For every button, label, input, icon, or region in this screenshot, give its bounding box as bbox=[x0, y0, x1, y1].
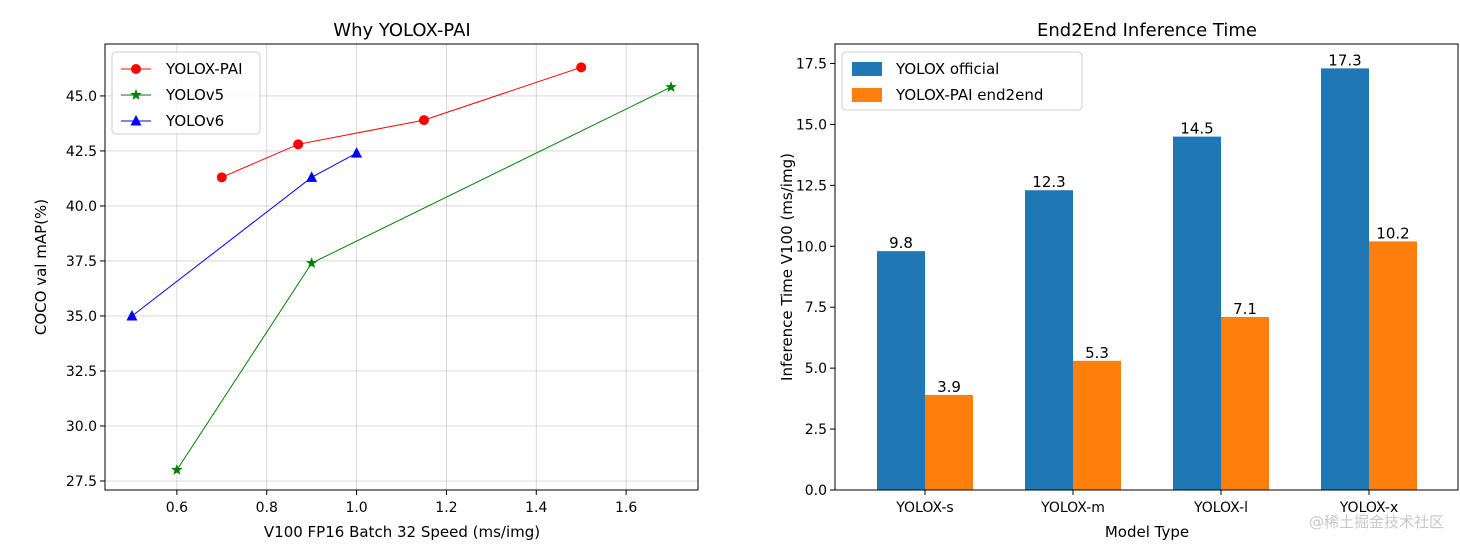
y-tick-label: 42.5 bbox=[66, 144, 97, 160]
data-point-yolov6 bbox=[306, 171, 318, 182]
bar-value-label: 10.2 bbox=[1376, 224, 1409, 242]
bar-yolox-official bbox=[1025, 190, 1073, 491]
series-line-yolox-pai bbox=[221, 66, 582, 178]
data-point-yolov5 bbox=[305, 257, 318, 268]
y-tick-label: 2.5 bbox=[805, 422, 827, 438]
bar-yolox-pai-end2end bbox=[1073, 360, 1121, 490]
y-tick-label: 12.5 bbox=[796, 178, 827, 194]
y-tick-label: 10.0 bbox=[796, 239, 827, 255]
right-x-axis-label: Model Type bbox=[1105, 523, 1189, 541]
data-point-yolov5 bbox=[665, 81, 677, 92]
legend-label-yolov6: YOLOv6 bbox=[165, 112, 224, 130]
legend-marker-yolov6 bbox=[130, 115, 142, 126]
right-legend-box bbox=[841, 51, 1083, 111]
bar-yolox-official bbox=[1173, 136, 1221, 491]
data-point-yolov6 bbox=[351, 147, 363, 158]
x-tick-label: YOLOX-s bbox=[895, 500, 953, 516]
x-tick-label: 1.4 bbox=[525, 500, 547, 516]
right-chart: End2End Inference Time 9.8 12.3 14.5 17.3 3.… bbox=[778, 20, 1459, 541]
x-tick-label: YOLOX-x bbox=[1339, 500, 1398, 516]
x-tick-label: 0.6 bbox=[166, 500, 188, 516]
bar-value-label: 5.3 bbox=[1085, 344, 1109, 362]
bar-value-label: 3.9 bbox=[937, 378, 961, 396]
bar-value-label: 12.3 bbox=[1032, 173, 1065, 191]
legend-marker-yolox-pai bbox=[131, 64, 141, 74]
y-tick-label: 15.0 bbox=[796, 117, 827, 133]
left-series bbox=[126, 62, 677, 475]
series-line-yolov5 bbox=[176, 86, 672, 471]
bar-value-label: 14.5 bbox=[1180, 120, 1213, 138]
legend-label-yolox-official: YOLOX official bbox=[895, 60, 999, 78]
right-y-axis-label: Inference Time V100 (ms/img) bbox=[778, 153, 796, 381]
legend-swatch-yolox-official bbox=[852, 62, 882, 76]
left-y-axis-label: COCO val mAP(%) bbox=[32, 199, 50, 335]
data-point-yolox-pai bbox=[418, 115, 429, 126]
y-tick-label: 37.5 bbox=[66, 254, 97, 270]
bar-yolox-official bbox=[877, 251, 925, 490]
y-tick-label: 7.5 bbox=[805, 300, 827, 316]
bar-value-label: 17.3 bbox=[1328, 51, 1361, 69]
left-legend-box bbox=[111, 51, 261, 135]
right-axes-frame bbox=[834, 43, 1459, 491]
watermark: @稀土掘金技术社区 bbox=[1309, 513, 1444, 531]
x-tick-label: 1.0 bbox=[345, 500, 367, 516]
data-point-yolox-pai bbox=[216, 172, 227, 183]
left-legend: YOLOX-PAI YOLOv5 YOLOv6 bbox=[111, 51, 261, 135]
x-tick-label: YOLOX-l bbox=[1193, 500, 1248, 516]
legend-label-yolox-pai-end2end: YOLOX-PAI end2end bbox=[895, 86, 1043, 104]
y-tick-label: 40.0 bbox=[66, 199, 97, 215]
x-tick-label: 1.2 bbox=[435, 500, 457, 516]
bar-yolox-pai-end2end bbox=[925, 394, 973, 490]
series-line-yolov6 bbox=[131, 152, 357, 317]
y-tick-label: 35.0 bbox=[66, 309, 97, 325]
y-tick-label: 45.0 bbox=[66, 89, 97, 105]
left-x-ticks: 0.6 0.8 1.0 1.2 1.4 1.6 bbox=[166, 490, 637, 516]
y-tick-label: 0.0 bbox=[805, 483, 827, 499]
bar-value-label: 7.1 bbox=[1233, 300, 1257, 318]
data-point-yolox-pai bbox=[576, 62, 587, 73]
bar-value-label: 9.8 bbox=[889, 234, 913, 252]
legend-label-yolov5: YOLOv5 bbox=[165, 86, 224, 104]
left-chart: Why YOLOX-PAI 0.6 0.8 1.0 1.2 1.4 1.6 27.5 30.… bbox=[32, 20, 699, 541]
data-point-yolov5 bbox=[171, 464, 183, 475]
left-chart-title: Why YOLOX-PAI bbox=[333, 20, 470, 41]
right-y-ticks: 0.0 2.5 5.0 7.5 10.0 12.5 15.0 17.5 bbox=[796, 56, 835, 499]
x-tick-label: 1.6 bbox=[615, 500, 637, 516]
right-bars: 9.8 12.3 14.5 17.3 3.9 5.3 7.1 10.2 bbox=[877, 51, 1417, 491]
y-tick-label: 17.5 bbox=[796, 56, 827, 72]
right-legend: YOLOX official YOLOX-PAI end2end bbox=[841, 51, 1083, 111]
left-axes-frame bbox=[104, 43, 699, 491]
x-tick-label: 0.8 bbox=[256, 500, 278, 516]
legend-marker-yolov5 bbox=[130, 89, 142, 100]
bar-yolox-pai-end2end bbox=[1369, 241, 1417, 490]
bar-yolox-official bbox=[1321, 68, 1369, 490]
right-x-ticks: YOLOX-s YOLOX-m YOLOX-l YOLOX-x bbox=[895, 490, 1398, 516]
left-y-ticks: 27.5 30.0 32.5 35.0 37.5 40.0 42.5 45.0 bbox=[66, 89, 105, 490]
data-point-yolov6 bbox=[126, 309, 138, 321]
left-x-axis-label: V100 FP16 Batch 32 Speed (ms/img) bbox=[264, 523, 540, 541]
y-tick-label: 30.0 bbox=[66, 419, 97, 435]
legend-label-yolox-pai: YOLOX-PAI bbox=[165, 60, 243, 78]
y-tick-label: 5.0 bbox=[805, 361, 827, 377]
x-tick-label: YOLOX-m bbox=[1040, 500, 1105, 516]
y-tick-label: 27.5 bbox=[66, 474, 97, 490]
data-point-yolox-pai bbox=[293, 139, 304, 150]
legend-swatch-yolox-pai-end2end bbox=[852, 88, 882, 102]
bar-yolox-pai-end2end bbox=[1221, 316, 1269, 490]
y-tick-label: 32.5 bbox=[66, 364, 97, 380]
right-chart-title: End2End Inference Time bbox=[1037, 20, 1257, 41]
